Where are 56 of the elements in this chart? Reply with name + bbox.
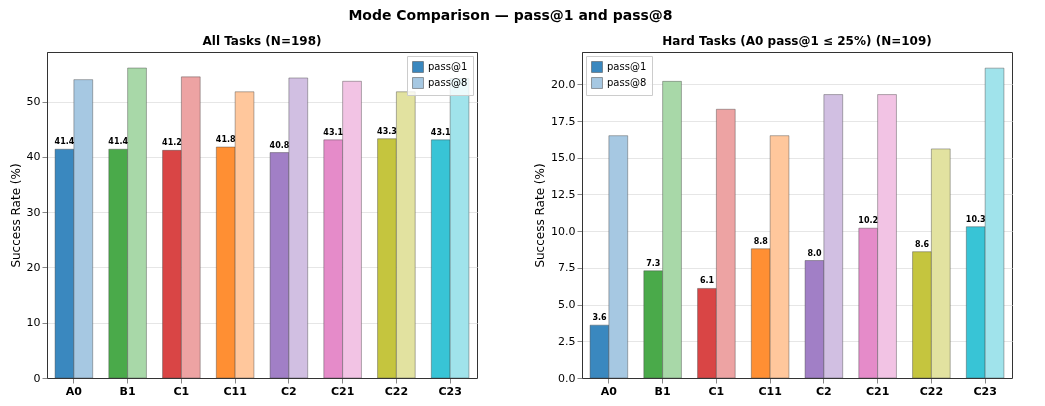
x-tick-label: C1 <box>173 384 190 398</box>
x-tick-label: C11 <box>758 384 782 398</box>
x-tick-label: A0 <box>65 384 83 398</box>
y-tick-label: 7.5 <box>558 261 576 275</box>
data-label: 43.3 <box>377 126 397 136</box>
legend-label: pass@8 <box>428 77 468 88</box>
data-label: 40.8 <box>269 140 290 150</box>
y-tick-label: 20.0 <box>551 77 576 91</box>
data-label: 43.1 <box>430 127 452 137</box>
legend-label: pass@1 <box>607 61 647 72</box>
y-tick-label: 12.5 <box>551 187 576 201</box>
data-label: 8.6 <box>914 239 930 249</box>
data-label: 6.1 <box>699 276 715 286</box>
data-label: 8.8 <box>753 236 769 246</box>
y-axis-title: Success Rate (%) <box>8 163 23 268</box>
x-tick-label: B1 <box>119 384 136 398</box>
x-tick-label: C2 <box>816 384 832 398</box>
x-tick-label: C21 <box>330 384 355 398</box>
data-label: 41.4 <box>108 137 129 147</box>
legend-label: pass@8 <box>607 77 647 88</box>
x-tick-label: C11 <box>223 384 247 398</box>
x-tick-label: A0 <box>600 384 618 398</box>
x-tick-label: C22 <box>384 384 409 398</box>
data-label: 3.6 <box>592 313 607 323</box>
chart-title: All Tasks (N=198) <box>202 34 322 48</box>
y-tick-label: 2.5 <box>558 334 576 348</box>
x-tick-label: C21 <box>865 384 890 398</box>
chart-title: Hard Tasks (A0 pass@1 ≤ 25%) (N=109) <box>662 34 932 48</box>
y-tick-label: 10 <box>26 316 41 330</box>
text: Mode Comparison — pass@1 and pass@8 <box>348 6 673 23</box>
data-label: 41.2 <box>162 138 182 148</box>
data-label: 7.3 <box>646 258 661 268</box>
y-tick-label: 50 <box>26 95 41 109</box>
x-tick-label: C22 <box>919 384 944 398</box>
x-tick-label: C2 <box>281 384 297 398</box>
x-tick-label: C23 <box>973 384 997 398</box>
y-tick-label: 17.5 <box>551 114 576 128</box>
y-tick-label: 40 <box>26 150 41 164</box>
x-tick-label: C1 <box>708 384 725 398</box>
y-tick-label: 15.0 <box>551 151 576 165</box>
y-tick-label: 30 <box>26 205 41 219</box>
legend-label: pass@1 <box>428 61 468 72</box>
data-label: 43.1 <box>323 127 344 137</box>
y-tick-label: 20 <box>26 260 41 274</box>
data-label: 10.2 <box>858 216 879 226</box>
x-tick-label: C23 <box>438 384 462 398</box>
data-label: 41.8 <box>215 135 237 145</box>
data-label: 10.3 <box>965 214 986 224</box>
y-tick-label: 10.0 <box>551 224 576 238</box>
y-tick-label: 0 <box>33 371 41 385</box>
data-label: 8.0 <box>807 248 822 258</box>
y-tick-label: 0.0 <box>558 371 576 385</box>
y-tick-label: 5.0 <box>558 298 576 312</box>
x-tick-label: B1 <box>654 384 671 398</box>
data-label: 41.4 <box>54 137 75 147</box>
y-axis-title: Success Rate (%) <box>533 163 548 268</box>
